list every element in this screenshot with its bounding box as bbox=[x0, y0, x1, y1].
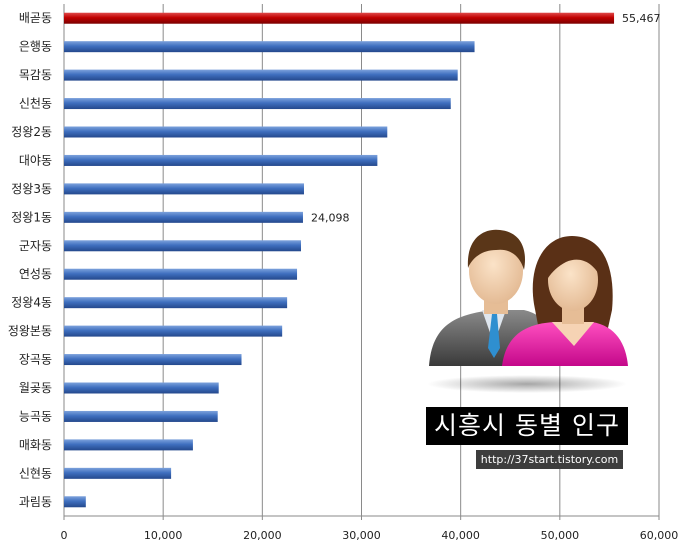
data-label: 55,467 bbox=[622, 12, 661, 25]
bar bbox=[64, 297, 288, 309]
category-label: 정왕1동 bbox=[11, 210, 52, 224]
category-label: 월곶동 bbox=[19, 381, 52, 395]
x-tick-label: 30,000 bbox=[342, 529, 381, 542]
category-label: 정왕3동 bbox=[11, 182, 52, 196]
bar bbox=[64, 41, 475, 53]
x-tick-label: 60,000 bbox=[640, 529, 679, 542]
category-label: 신현동 bbox=[19, 466, 52, 480]
category-label: 대야동 bbox=[19, 153, 52, 167]
bar bbox=[64, 325, 283, 337]
data-labels: 55,467 24,098 bbox=[311, 12, 661, 224]
category-label: 정왕2동 bbox=[11, 125, 52, 139]
bar bbox=[64, 496, 86, 508]
bars bbox=[64, 12, 615, 508]
bar bbox=[64, 183, 304, 195]
category-label: 목감동 bbox=[19, 68, 52, 82]
x-tick-label: 0 bbox=[61, 529, 68, 542]
category-label: 장곡동 bbox=[19, 353, 52, 367]
chart-title: 시흥시 동별 인구 bbox=[426, 407, 628, 445]
x-tick-label: 50,000 bbox=[541, 529, 580, 542]
x-tick-label: 20,000 bbox=[243, 529, 282, 542]
category-label: 정왕4동 bbox=[11, 296, 52, 310]
bar bbox=[64, 410, 218, 422]
category-label: 능곡동 bbox=[19, 409, 52, 423]
bar bbox=[64, 240, 302, 252]
bar bbox=[64, 126, 388, 138]
data-label: 24,098 bbox=[311, 211, 350, 224]
bar bbox=[64, 154, 378, 166]
category-label: 은행동 bbox=[19, 39, 52, 54]
category-labels: 배곧동은행동목감동신천동정왕2동대야동정왕3동정왕1동군자동연성동정왕4동정왕본… bbox=[8, 11, 52, 509]
bar bbox=[64, 439, 193, 451]
bar bbox=[64, 69, 458, 81]
bar bbox=[64, 211, 303, 223]
source-url[interactable]: http://37start.tistory.com bbox=[476, 450, 623, 469]
bar bbox=[64, 382, 219, 394]
x-tick-label: 40,000 bbox=[441, 529, 480, 542]
category-label: 정왕본동 bbox=[8, 324, 52, 338]
x-tick-label: 10,000 bbox=[144, 529, 183, 542]
category-label: 매화동 bbox=[19, 438, 52, 452]
people-icon bbox=[427, 229, 628, 393]
bar bbox=[64, 354, 242, 366]
bar bbox=[64, 268, 298, 280]
tick-labels: 0 10,000 20,000 30,000 40,000 50,000 60,000 bbox=[61, 529, 679, 542]
bar bbox=[64, 12, 615, 24]
category-label: 배곧동 bbox=[19, 11, 52, 25]
category-label: 신천동 bbox=[19, 96, 52, 111]
bar bbox=[64, 98, 451, 110]
category-label: 과림동 bbox=[19, 495, 52, 509]
category-label: 군자동 bbox=[19, 239, 52, 253]
category-label: 연성동 bbox=[19, 267, 52, 281]
bar bbox=[64, 467, 172, 479]
